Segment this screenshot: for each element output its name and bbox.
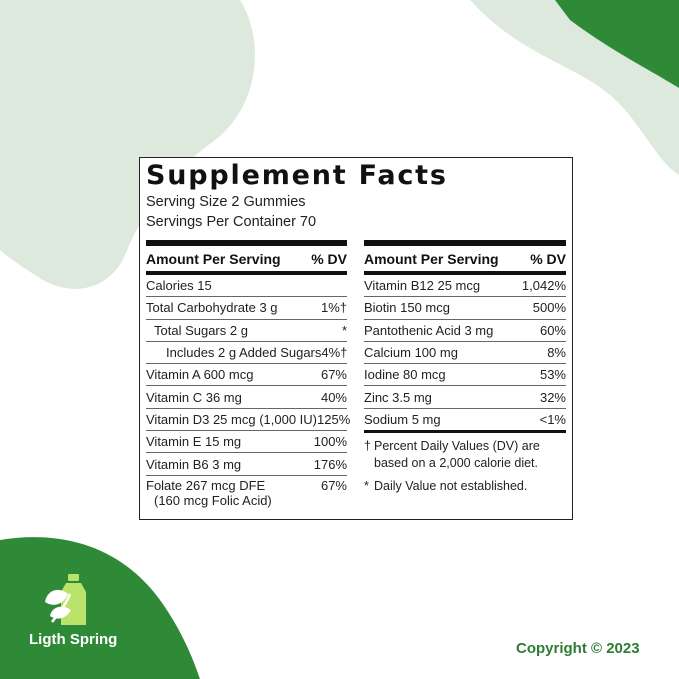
nutrient-name: Pantothenic Acid 3 mg — [364, 322, 494, 338]
nutrient-name: Biotin 150 mcg — [364, 300, 450, 316]
nutrient-dv: 40% — [320, 389, 347, 405]
serving-size: Serving Size 2 Gummies — [146, 194, 306, 210]
table-row: Vitamin B6 3 mg 176% — [146, 453, 347, 476]
table-row: Vitamin A 600 mcg 67% — [146, 364, 347, 387]
table-row: Includes 2 g Added Sugars 4%† — [146, 342, 348, 365]
table-row: Calcium 100 mg 8% — [364, 342, 566, 365]
table-row: Calories 15 — [146, 275, 347, 298]
nutrient-dv: 67% — [320, 477, 347, 493]
right-facts-column: Amount Per Serving % DV Vitamin B12 25 m… — [364, 240, 566, 495]
nutrient-dv: 53% — [539, 367, 566, 383]
nutrient-name-line2: (160 mcg Folic Acid) — [154, 492, 272, 508]
table-row: Total Carbohydrate 3 g 1%† — [146, 297, 347, 320]
nutrient-name: Calcium 100 mg — [364, 345, 458, 361]
table-row: Vitamin D3 25 mcg (1,000 IU) 125% — [146, 409, 351, 432]
table-row: Folate 267 mcg DFE (160 mcg Folic Acid) … — [146, 476, 347, 512]
footnote-not-established: * Daily Value not established. — [364, 478, 566, 495]
nutrient-name: Zinc 3.5 mg — [364, 389, 432, 405]
nutrient-name: Total Sugars 2 g — [154, 322, 248, 338]
nutrient-name-line1: Folate 267 mcg DFE — [146, 477, 266, 493]
bottom-left-blob — [0, 537, 200, 679]
nutrient-dv: 67% — [320, 367, 347, 383]
table-row: Total Sugars 2 g * — [146, 320, 347, 342]
nutrient-dv: <1% — [539, 411, 566, 427]
table-row: Pantothenic Acid 3 mg 60% — [364, 320, 566, 342]
footnote-asterisk: * — [364, 479, 369, 494]
footnote-line1: Percent Daily Values (DV) are — [374, 439, 540, 454]
nutrient-dv: 8% — [547, 345, 566, 361]
dv-header: % DV — [311, 250, 347, 267]
right-column-header: Amount Per Serving % DV — [364, 246, 566, 275]
nutrient-name: Sodium 5 mg — [364, 411, 441, 427]
nutrient-name: Vitamin A 600 mcg — [146, 367, 254, 383]
brand-name: Ligth Spring — [29, 631, 118, 648]
nutrient-name: Iodine 80 mcg — [364, 367, 446, 383]
footnotes: † Percent Daily Values (DV) are based on… — [364, 438, 566, 495]
nutrient-dv: 1%† — [320, 300, 347, 316]
table-row: Sodium 5 mg <1% — [364, 409, 566, 434]
nutrient-name: Vitamin E 15 mg — [146, 434, 242, 450]
table-row: Biotin 150 mcg 500% — [364, 297, 566, 320]
nutrient-name: Vitamin C 36 mg — [146, 389, 242, 405]
servings-per-container: Servings Per Container 70 — [146, 214, 317, 230]
top-left-blob — [0, 0, 255, 289]
table-row: Iodine 80 mcg 53% — [364, 364, 566, 387]
table-row: Vitamin C 36 mg 40% — [146, 386, 347, 409]
left-column-header: Amount Per Serving % DV — [146, 246, 347, 275]
nutrient-name: Total Carbohydrate 3 g — [146, 300, 278, 316]
nutrient-name: Folate 267 mcg DFE (160 mcg Folic Acid) — [146, 478, 272, 508]
nutrient-dv: 60% — [539, 322, 566, 338]
footnote-text: Percent Daily Values (DV) are based on a… — [374, 438, 540, 472]
footnote-dv: † Percent Daily Values (DV) are based on… — [364, 438, 566, 472]
nutrient-name: Vitamin D3 25 mcg (1,000 IU) — [146, 411, 317, 427]
nutrient-name: Vitamin B6 3 mg — [146, 456, 242, 472]
top-right-dark-blob — [555, 0, 679, 88]
footnote-dagger: † — [364, 439, 371, 454]
nutrient-name: Vitamin B12 25 mcg — [364, 278, 481, 294]
panel-title: Supplement Facts — [146, 160, 448, 191]
nutrient-dv: * — [341, 322, 347, 338]
nutrient-name: Includes 2 g Added Sugars — [166, 345, 322, 361]
nutrient-dv: 500% — [532, 300, 566, 316]
nutrient-dv: 1,042% — [521, 278, 566, 294]
dv-header: % DV — [530, 250, 566, 267]
nutrient-dv: 125% — [317, 411, 351, 427]
leaf-bottle-icon — [45, 574, 86, 625]
nutrient-name: Calories 15 — [146, 278, 212, 294]
footnote-line2: based on a 2,000 calorie diet. — [374, 456, 539, 471]
table-row: Zinc 3.5 mg 32% — [364, 386, 566, 409]
nutrient-dv: 100% — [313, 434, 347, 450]
amount-per-serving-header: Amount Per Serving — [364, 250, 499, 267]
nutrient-dv: 4%† — [321, 345, 348, 361]
table-row: Vitamin E 15 mg 100% — [146, 431, 347, 454]
copyright-text: Copyright © 2023 — [516, 640, 640, 657]
supplement-facts-panel: Supplement Facts Serving Size 2 Gummies … — [139, 157, 573, 520]
nutrient-dv: 32% — [539, 389, 566, 405]
table-row: Vitamin B12 25 mcg 1,042% — [364, 275, 566, 298]
nutrient-dv: 176% — [313, 456, 347, 472]
left-facts-column: Amount Per Serving % DV Calories 15 Tota… — [146, 240, 351, 512]
footnote-text: Daily Value not established. — [374, 479, 528, 494]
amount-per-serving-header: Amount Per Serving — [146, 250, 281, 267]
